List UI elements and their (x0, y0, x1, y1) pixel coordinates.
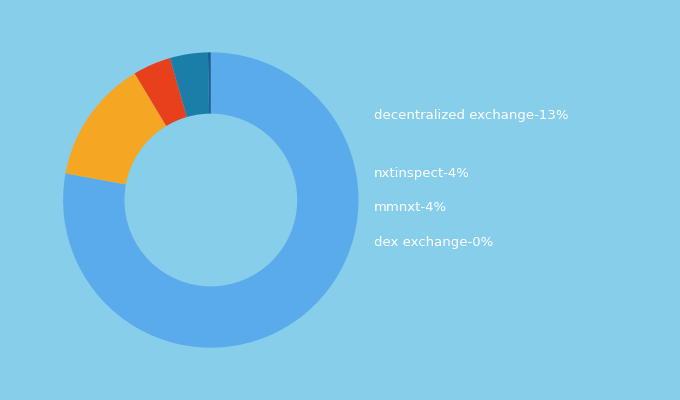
Text: supernet-75%: supernet-75% (140, 200, 237, 214)
Text: mmnxt-4%: mmnxt-4% (374, 201, 447, 214)
Text: decentralized exchange-13%: decentralized exchange-13% (374, 109, 568, 122)
Wedge shape (63, 52, 358, 348)
Wedge shape (65, 74, 167, 184)
Circle shape (125, 114, 296, 286)
Wedge shape (170, 52, 209, 118)
Wedge shape (208, 52, 211, 114)
Wedge shape (135, 58, 187, 126)
Text: dex exchange-0%: dex exchange-0% (374, 236, 493, 249)
Text: nxtinspect-4%: nxtinspect-4% (374, 167, 470, 180)
